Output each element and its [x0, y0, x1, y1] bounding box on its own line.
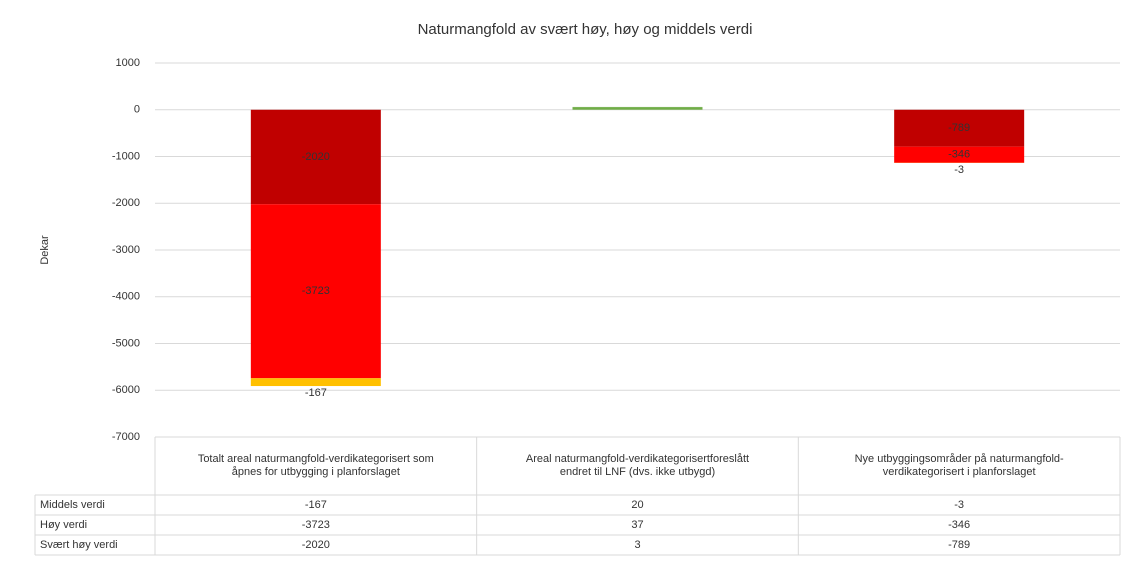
y-tick-label: 0	[134, 104, 140, 116]
y-tick-label: -4000	[112, 291, 140, 303]
y-tick-label: -1000	[112, 150, 140, 162]
table-value: -346	[948, 519, 970, 531]
table-value: -789	[948, 539, 970, 551]
data-label: -3	[954, 164, 964, 176]
data-label: -3723	[302, 285, 330, 297]
table-value: 37	[631, 519, 643, 531]
chart-title: Naturmangfold av svært høy, høy og midde…	[418, 21, 753, 38]
data-label: -2020	[302, 151, 330, 163]
y-axis-label: Dekar	[39, 235, 51, 265]
table-value: -167	[305, 499, 327, 511]
data-label: -167	[305, 387, 327, 399]
table-value: -3	[954, 499, 964, 511]
table-value: -2020	[302, 539, 330, 551]
y-tick-label: 1000	[116, 57, 140, 69]
chart-page: Naturmangfold av svært høy, høy og midde…	[0, 0, 1142, 565]
legend-label: Middels verdi	[40, 499, 105, 511]
y-tick-label: -2000	[112, 197, 140, 209]
category-label: Nye utbyggingsområder på naturmangfold-v…	[798, 437, 1120, 495]
table-value: -3723	[302, 519, 330, 531]
y-tick-label: -5000	[112, 337, 140, 349]
category-label: Totalt areal naturmangfold-verdikategori…	[155, 437, 477, 495]
data-label: -789	[948, 122, 970, 134]
table-value: 20	[631, 499, 643, 511]
data-label: -346	[948, 149, 970, 161]
bar-segment	[251, 378, 381, 386]
bar-segment	[573, 107, 703, 108]
table-value: 3	[634, 539, 640, 551]
bar-segment	[573, 108, 703, 110]
legend-label: Høy verdi	[40, 519, 87, 531]
y-tick-label: -3000	[112, 244, 140, 256]
category-label: Areal naturmangfold-verdikategorisertfor…	[477, 437, 799, 495]
y-tick-label: -7000	[112, 431, 140, 443]
legend-label: Svært høy verdi	[40, 539, 118, 551]
y-tick-label: -6000	[112, 384, 140, 396]
